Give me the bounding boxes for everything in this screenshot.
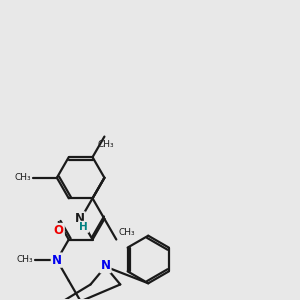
Text: H: H (79, 222, 88, 232)
Text: N: N (52, 254, 62, 267)
Text: CH₃: CH₃ (118, 227, 135, 236)
Text: O: O (54, 224, 64, 237)
Text: N: N (75, 212, 85, 225)
Text: CH₃: CH₃ (97, 140, 114, 148)
Text: N: N (100, 259, 110, 272)
Text: CH₃: CH₃ (17, 255, 34, 264)
Text: CH₃: CH₃ (14, 173, 31, 182)
